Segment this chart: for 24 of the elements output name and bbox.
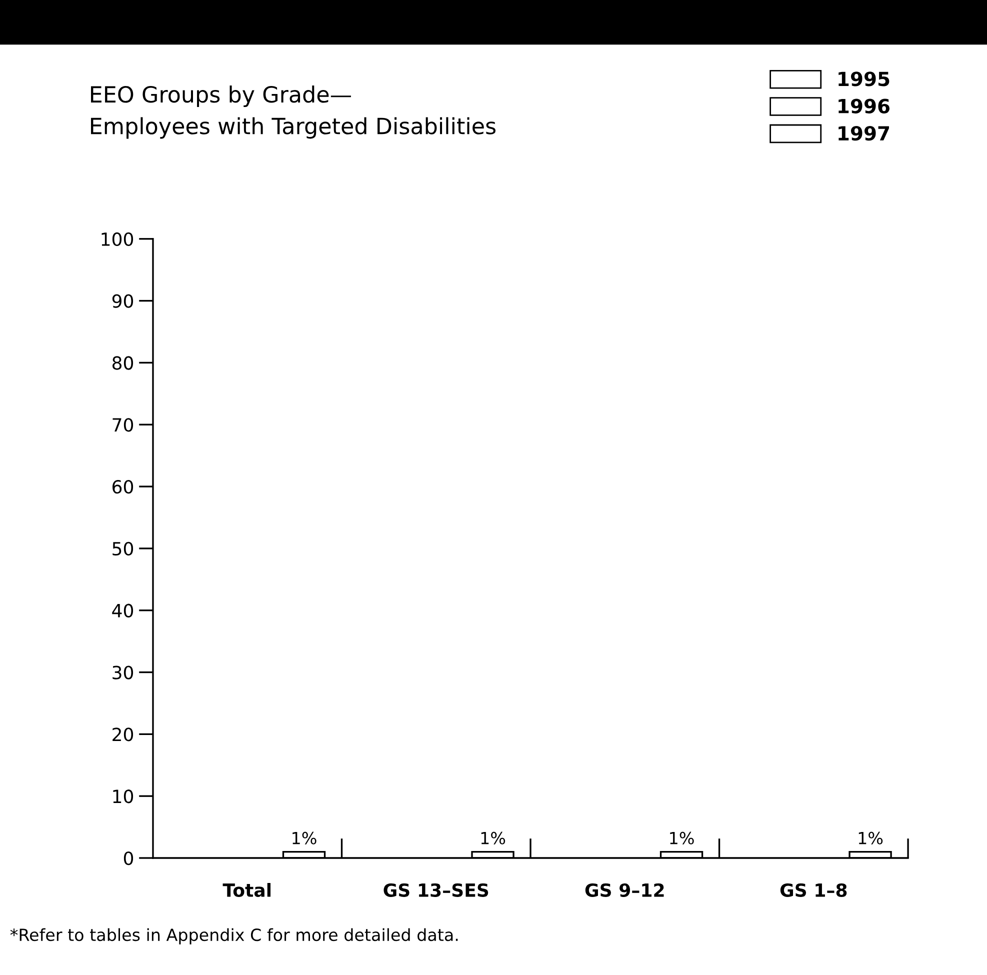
y-tick-label: 80: [112, 356, 134, 370]
y-tick-label: 0: [124, 851, 134, 866]
y-tick-label: 10: [113, 790, 134, 804]
legend-label: 1996: [838, 98, 890, 114]
y-tick-label: 40: [112, 604, 134, 618]
x-tick-label: Total: [222, 883, 271, 897]
y-tick-label: 70: [112, 418, 134, 432]
data-label: 1%: [292, 832, 316, 844]
data-label: 1%: [858, 832, 883, 844]
legend-label: 1995: [838, 72, 890, 86]
text: *Refer to tables in Appendix C for more detailed data.: [10, 928, 458, 944]
x-tick-label: GS 9–12: [585, 883, 664, 897]
y-tick-label: 100: [102, 232, 134, 246]
y-tick-label: 20: [112, 728, 134, 742]
x-tick-label: GS 13–SES: [384, 883, 488, 897]
x-tick-label: GS 1–8: [780, 883, 847, 897]
chart-title: EEO Groups by Grade— Employees with Targeted Disabilities: [91, 86, 496, 139]
y-tick-label: 50: [112, 542, 134, 556]
legend-label: 1997: [838, 126, 889, 141]
data-label: 1%: [481, 832, 506, 844]
y-tick-label: 30: [112, 666, 134, 680]
data-label: 1%: [670, 832, 694, 844]
y-tick-label: 90: [112, 294, 134, 308]
y-tick-label: 60: [112, 480, 134, 494]
